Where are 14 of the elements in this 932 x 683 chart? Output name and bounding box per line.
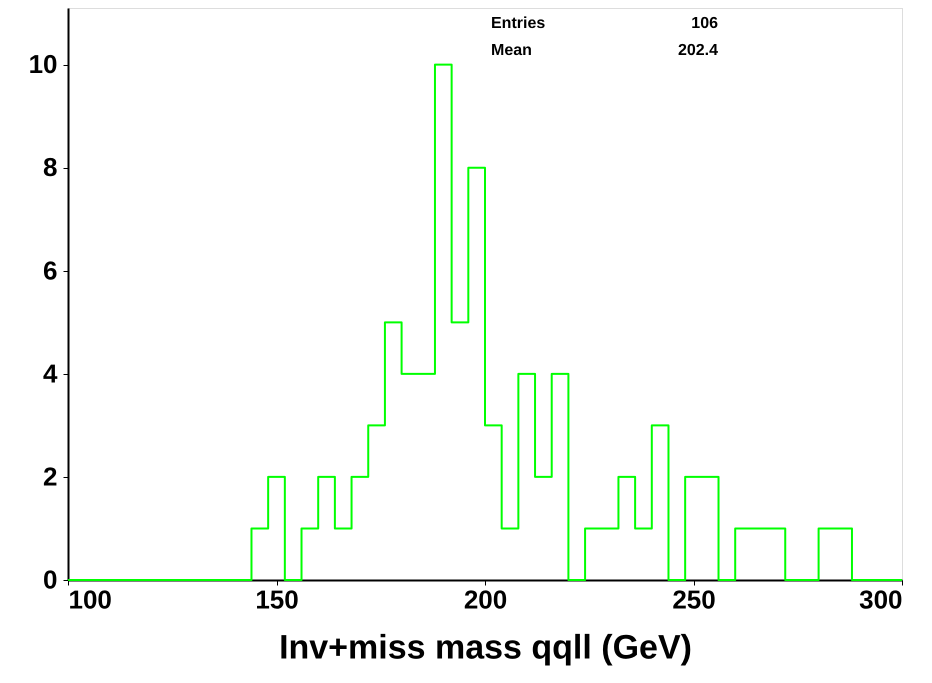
y-tick-label: 0 [43,564,58,594]
y-tick-label: 10 [28,49,58,80]
y-tick-label: 2 [43,461,58,492]
x-axis-title: Inv+miss mass qqll (GeV) [279,628,692,666]
text: Mean 202.4 [491,42,718,59]
x-tick-label: 150 [255,584,299,614]
x-tick-label: 300 [859,584,902,614]
y-tick-label: 4 [43,358,58,388]
y-tick-label: 6 [43,255,58,286]
x-tick-label: 100 [68,584,112,614]
text: Entries 106 [491,15,718,32]
x-tick-label: 250 [672,584,716,614]
x-tick-label: 200 [464,584,508,614]
y-tick-label: 8 [43,152,58,182]
